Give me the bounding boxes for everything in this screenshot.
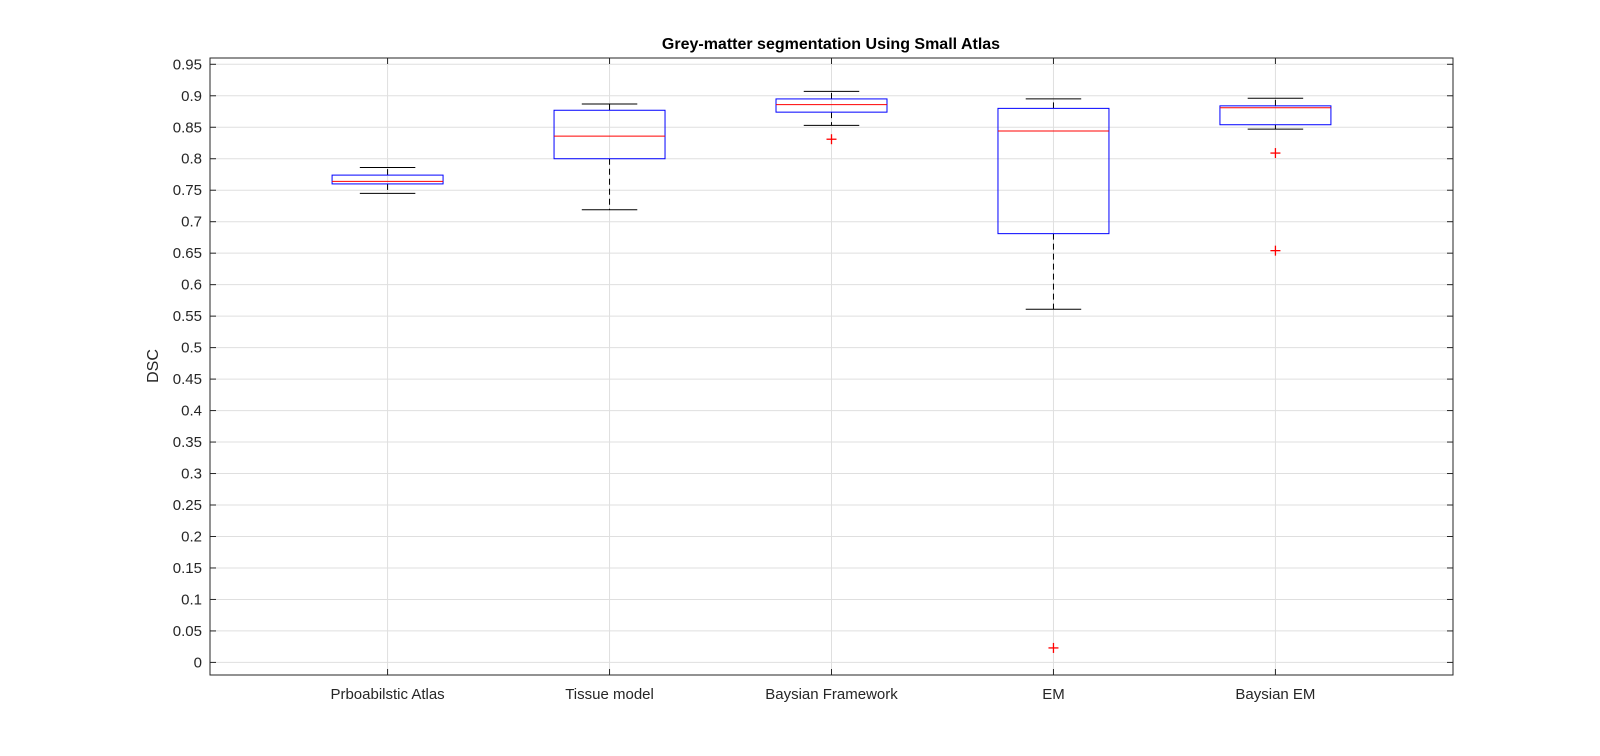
y-tick-label: 0.7 [181, 214, 202, 231]
x-tick-label: Prboabilstic Atlas [330, 686, 444, 703]
outlier-marker [1270, 245, 1281, 256]
outlier-marker [826, 134, 837, 145]
outlier-marker [1048, 642, 1059, 653]
y-tick-label: 0.2 [181, 528, 202, 545]
y-tick-label: 0.3 [181, 466, 202, 483]
iqr-box [553, 109, 666, 160]
outlier-marker [1270, 148, 1281, 159]
y-tick-label: 0.35 [173, 434, 202, 451]
y-tick-label: 0.05 [173, 623, 202, 640]
y-tick-label: 0.9 [181, 88, 202, 105]
iqr-box [775, 98, 888, 113]
box-group [997, 98, 1110, 653]
y-axis-ticks: 0 0.05 0.1 0.15 0.2 0.25 0.3 0.35 0.4 0.45 0.5 0.55… [173, 56, 1453, 671]
x-tick-label: Baysian Framework [765, 686, 898, 703]
y-tick-label: 0 [194, 654, 202, 671]
x-tick-label: Tissue model [565, 686, 654, 703]
y-tick-label: 0.55 [173, 308, 202, 325]
y-tick-label: 0.65 [173, 245, 202, 262]
box-group [1219, 97, 1332, 256]
y-tick-label: 0.45 [173, 371, 202, 388]
y-tick-label: 0.95 [173, 56, 202, 73]
y-tick-label: 0.1 [181, 591, 202, 608]
chart-title: Grey-matter segmentation Using Small Atl… [662, 36, 1000, 53]
y-tick-label: 0.85 [173, 119, 202, 136]
y-tick-label: 0.4 [181, 403, 202, 420]
y-tick-label: 0.15 [173, 560, 202, 577]
x-tick-label: EM [1042, 686, 1065, 703]
x-tick-label: Baysian EM [1235, 686, 1315, 703]
box-group [331, 167, 444, 194]
y-tick-label: 0.25 [173, 497, 202, 514]
y-tick-label: 0.5 [181, 340, 202, 357]
grid-lines [210, 58, 1453, 675]
y-tick-label: 0.6 [181, 277, 202, 294]
iqr-box [1219, 105, 1332, 126]
boxes [331, 90, 1332, 653]
y-tick-label: 0.75 [173, 182, 202, 199]
iqr-box [997, 107, 1110, 235]
box-group [553, 103, 666, 211]
iqr-box [331, 174, 444, 185]
x-axis-ticks: Prboabilstic Atlas Tissue model Baysian Fr… [330, 58, 1315, 703]
y-tick-label: 0.8 [181, 151, 202, 168]
y-axis-label: DSC [145, 349, 162, 383]
box-group [775, 90, 888, 145]
